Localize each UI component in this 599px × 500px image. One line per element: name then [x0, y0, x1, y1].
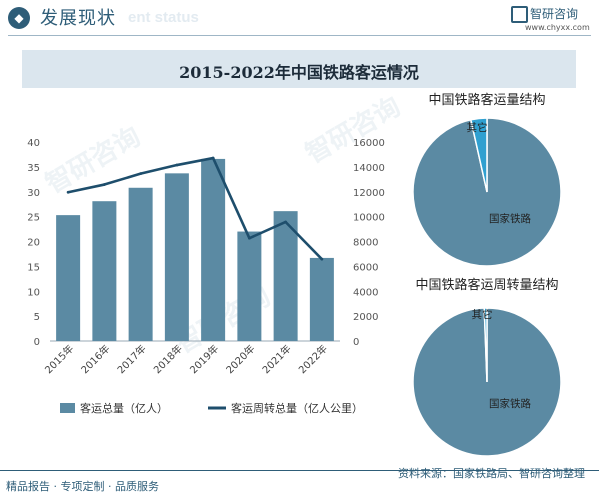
- line-point: [66, 190, 70, 194]
- header-divider: [8, 35, 591, 36]
- pie-label: 其它: [467, 121, 488, 134]
- pie-label: 国家铁路: [489, 212, 531, 225]
- line-point: [175, 163, 179, 167]
- x-tick-label: 2018年: [151, 342, 185, 376]
- y-left-tick-label: 15: [27, 262, 40, 273]
- y-left-tick-label: 5: [34, 312, 40, 323]
- line-point: [320, 257, 324, 261]
- legend-label: 客运总量（亿人）: [80, 401, 168, 415]
- footer-source: 资料来源：国家铁路局、智研咨询整理: [398, 467, 585, 480]
- pie-label: 国家铁路: [489, 397, 531, 410]
- y-right-tick-label: 0: [353, 337, 359, 348]
- brand-url: www.chyxx.com: [525, 23, 590, 32]
- y-left-tick-label: 0: [34, 337, 40, 348]
- section-title: 发展现状: [40, 8, 116, 29]
- y-right-tick-label: 12000: [353, 188, 385, 199]
- chart-title-band: 2015-2022年中国铁路客运情况: [22, 50, 576, 88]
- x-tick-label: 2017年: [114, 342, 148, 376]
- pie-title: 中国铁路客运量结构: [428, 92, 545, 108]
- bar: [309, 257, 334, 341]
- y-left-tick-label: 25: [27, 213, 40, 224]
- legend-swatch-bar: [60, 403, 75, 413]
- brand-logo-icon: [511, 6, 528, 23]
- pie-slice: [469, 117, 488, 193]
- y-right-tick-label: 2000: [353, 312, 378, 323]
- y-right-tick-label: 10000: [353, 213, 385, 224]
- y-left-tick-label: 40: [27, 138, 40, 149]
- x-tick-label: 2019年: [187, 342, 221, 376]
- x-tick-label: 2016年: [78, 342, 112, 376]
- y-left-tick-label: 10: [27, 287, 40, 298]
- y-left-tick-label: 20: [27, 238, 40, 249]
- footer-tagline: 精品报告 · 专项定制 · 品质服务: [6, 480, 159, 493]
- legend-label: 客运周转总量（亿人公里）: [231, 401, 363, 415]
- line-point: [139, 172, 143, 176]
- brand-logo-text: 智研咨询: [530, 7, 579, 21]
- pie-slice: [483, 307, 488, 383]
- bar: [128, 187, 153, 341]
- y-left-tick-label: 30: [27, 188, 40, 199]
- x-tick-label: 2015年: [42, 342, 76, 376]
- section-icon: ◆: [8, 7, 30, 29]
- line-point: [102, 183, 106, 186]
- y-right-tick-label: 16000: [353, 138, 385, 149]
- y-right-tick-label: 8000: [353, 238, 378, 249]
- y-right-tick-label: 4000: [353, 287, 378, 298]
- bar: [201, 158, 226, 341]
- x-tick-label: 2021年: [259, 342, 293, 376]
- bar: [164, 173, 189, 341]
- chart-title: 2015-2022年中国铁路客运情况: [179, 63, 419, 82]
- pie-label: 其它: [472, 308, 493, 321]
- line-point: [284, 220, 288, 224]
- y-right-tick-label: 14000: [353, 163, 385, 174]
- y-right-tick-label: 6000: [353, 262, 378, 273]
- footer-divider: [0, 470, 599, 471]
- x-tick-label: 2022年: [296, 342, 330, 376]
- bar: [92, 201, 117, 341]
- section-ghost-subtitle: ent status: [128, 9, 199, 26]
- chart-canvas: 0 5 10 15 20 25 30 35 40 0 2000 4000 6000 8000 10000 12…: [27, 92, 562, 457]
- x-tick-label: 2020年: [223, 342, 257, 376]
- page-header: ◆ 发展现状 ent status 智研咨询 www.chyxx.com: [0, 0, 599, 36]
- line-point: [247, 236, 251, 240]
- line-series: [67, 156, 323, 261]
- bar: [273, 211, 298, 341]
- bar: [237, 231, 262, 341]
- pie-title: 中国铁路客运周转量结构: [415, 277, 558, 293]
- y-left-tick-label: 35: [27, 163, 40, 174]
- line-point: [211, 156, 215, 160]
- bar: [56, 215, 81, 341]
